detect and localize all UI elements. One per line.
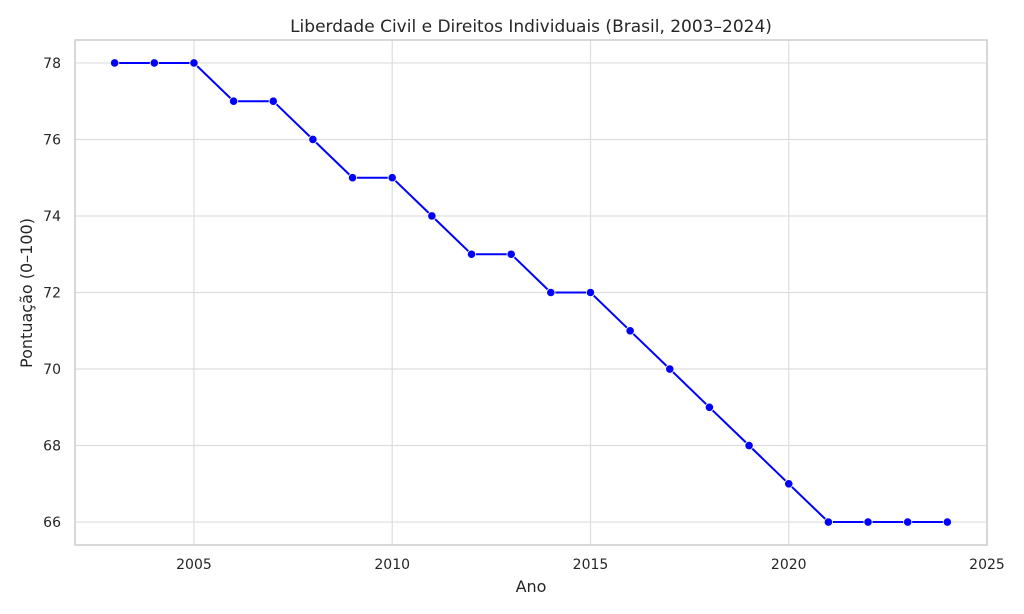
axis-ticks: 2005 2010 2015 2020 2025 66 68 70 72 74 76 78: [43, 56, 1005, 573]
data-point: [506, 249, 516, 259]
x-tick-label: 2015: [573, 557, 609, 573]
data-point: [625, 326, 635, 336]
data-point: [704, 402, 715, 412]
data-point: [229, 96, 239, 106]
grid: [75, 40, 988, 545]
x-axis-label: Ano: [516, 577, 547, 596]
data-point: [149, 58, 159, 68]
series-line: [114, 62, 948, 523]
data-point: [189, 58, 199, 68]
data-point: [308, 134, 318, 145]
y-tick-label: 78: [43, 56, 61, 72]
plot-frame: [74, 39, 988, 546]
data-point: [744, 440, 754, 451]
data-point: [110, 58, 120, 68]
data-point: [784, 479, 794, 489]
y-tick-label: 76: [43, 132, 61, 148]
data-point: [268, 96, 278, 106]
x-tick-label: 2025: [969, 557, 1005, 573]
y-axis-label: Pontuação (0–100): [17, 218, 36, 368]
y-tick-label: 70: [43, 362, 61, 378]
x-tick-label: 2010: [374, 557, 410, 573]
data-point: [347, 173, 358, 183]
data-point: [823, 517, 833, 527]
y-tick-label: 72: [43, 286, 61, 302]
data-points: [110, 58, 952, 527]
data-point: [903, 517, 913, 527]
data-point: [427, 211, 437, 221]
y-tick-label: 68: [43, 439, 61, 455]
data-point: [546, 287, 556, 298]
data-point: [387, 173, 397, 183]
data-point: [466, 249, 477, 259]
x-tick-label: 2005: [176, 557, 212, 573]
y-tick-label: 74: [43, 209, 61, 225]
data-point: [942, 517, 952, 527]
data-point: [665, 364, 675, 374]
data-point: [585, 287, 596, 298]
chart-title: Liberdade Civil e Direitos Individuais (…: [290, 17, 772, 37]
x-tick-label: 2020: [771, 557, 807, 573]
data-point: [863, 517, 873, 527]
y-tick-label: 66: [43, 515, 61, 531]
